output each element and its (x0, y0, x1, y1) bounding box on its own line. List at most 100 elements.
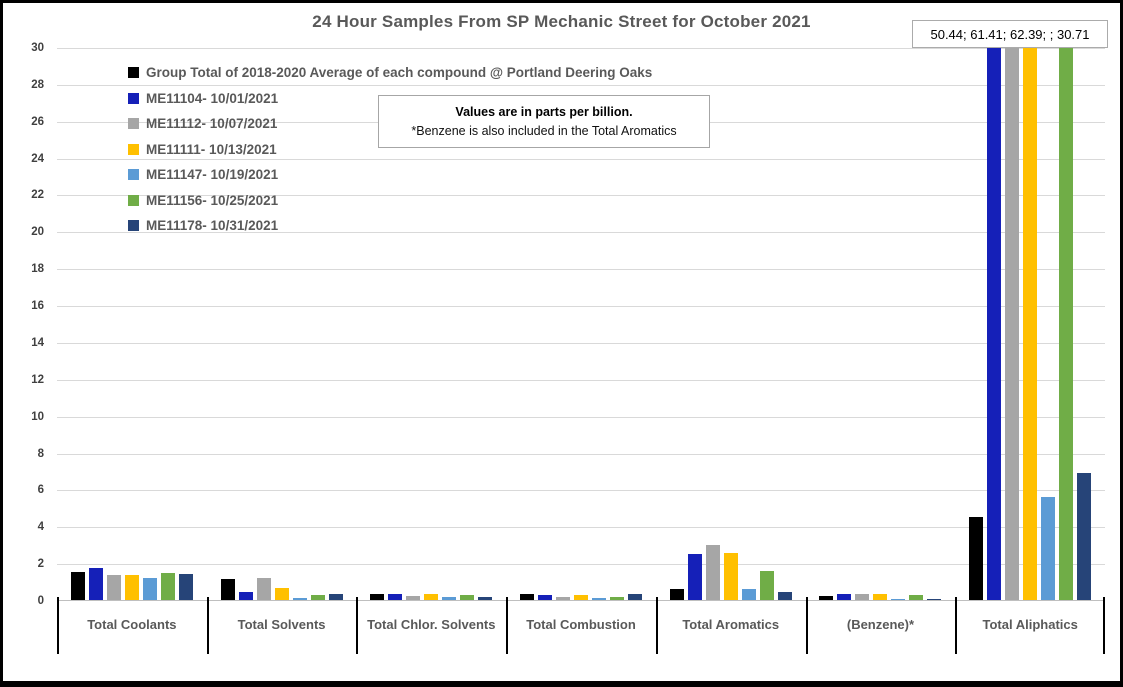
y-tick-label: 22 (31, 189, 44, 202)
legend-swatch-icon (128, 67, 139, 79)
bar-group (506, 48, 656, 600)
gridline (57, 269, 1105, 271)
bar (855, 593, 870, 600)
note-line-2: *Benzene is also included in the Total A… (411, 123, 677, 138)
gridline (57, 564, 1105, 566)
bar (388, 594, 403, 600)
x-axis-category-label: Total Coolants (87, 617, 177, 632)
legend-label: ME11112- 10/07/2021 (146, 116, 278, 132)
bar (628, 593, 643, 600)
bar (220, 578, 235, 600)
bar (424, 594, 439, 600)
bar (669, 588, 684, 600)
legend-item: ME11104- 10/01/2021 (128, 86, 652, 112)
legend-swatch-icon (128, 220, 139, 232)
legend-item: Group Total of 2018-2020 Average of each… (128, 60, 652, 86)
bar (969, 517, 984, 600)
legend-label: ME11104- 10/01/2021 (146, 90, 279, 106)
y-tick-label: 16 (31, 300, 44, 313)
bar (478, 596, 493, 600)
legend-label: ME11156- 10/25/2021 (146, 192, 279, 208)
y-tick-label: 10 (31, 410, 44, 423)
bar (741, 588, 756, 600)
bar (759, 570, 774, 600)
category-divider (806, 597, 808, 654)
bar (556, 597, 571, 600)
bar (328, 594, 343, 600)
legend-swatch-icon (128, 118, 139, 130)
bar (705, 544, 720, 600)
bar (837, 594, 852, 600)
legend-item: ME11112- 10/07/2021 (128, 111, 652, 137)
legend-item: ME11156- 10/25/2021 (128, 188, 652, 214)
bar (160, 573, 175, 600)
bar (70, 572, 85, 600)
category-divider (356, 597, 358, 654)
plot-area: Group Total of 2018-2020 Average of each… (57, 47, 1105, 601)
y-tick-label: 14 (31, 336, 44, 349)
bar (987, 47, 1002, 600)
bar (1041, 496, 1056, 600)
y-tick-label: 12 (31, 373, 44, 386)
gridline (57, 490, 1105, 492)
y-tick-label: 28 (31, 78, 44, 91)
bar (274, 588, 289, 600)
legend-swatch-icon (128, 92, 139, 104)
gridline (57, 232, 1105, 234)
bar (909, 595, 924, 600)
legend-label: ME11111- 10/13/2021 (146, 141, 277, 157)
legend-swatch-icon (128, 143, 139, 155)
bar-group (356, 48, 506, 600)
overflow-values-label: 50.44; 61.41; 62.39; ; 30.71 (912, 20, 1108, 48)
legend-item: ME11147- 10/19/2021 (128, 162, 652, 188)
legend-label: ME11147- 10/19/2021 (146, 167, 279, 183)
bar-group (806, 48, 956, 600)
gridline (57, 195, 1105, 197)
gridline (57, 379, 1105, 381)
y-tick-label: 8 (37, 447, 44, 460)
bar (292, 598, 307, 600)
bar (891, 599, 906, 600)
bar (610, 597, 625, 600)
gridline (57, 48, 1105, 49)
y-tick-label: 6 (37, 484, 44, 497)
legend: Group Total of 2018-2020 Average of each… (128, 60, 652, 239)
y-tick-label: 26 (31, 115, 44, 128)
bar (88, 567, 103, 600)
category-divider (57, 597, 59, 654)
bar (442, 597, 457, 600)
bar-group (955, 47, 1105, 600)
bar-group (656, 48, 806, 600)
y-tick-label: 18 (31, 263, 44, 276)
bar (370, 593, 385, 600)
bar-groups (57, 47, 1105, 600)
y-tick-label: 4 (37, 521, 44, 534)
bar (106, 575, 121, 600)
bar (927, 598, 942, 600)
bar (406, 596, 421, 600)
bar (460, 594, 475, 600)
x-axis: Total Coolants Total Solvents Total Chlor.… (57, 597, 1105, 659)
legend-label: Group Total of 2018-2020 Average of each… (146, 65, 653, 81)
y-axis-labels: 0 2 4 6 8 10 12 14 16 18 20 22 24 26 28 30 (3, 42, 46, 607)
gridline (57, 453, 1105, 455)
note-line-1: Values are in parts per billion. (455, 105, 633, 120)
bar (538, 595, 553, 600)
bar (142, 577, 157, 600)
category-divider (656, 597, 658, 654)
bar-group (57, 48, 207, 600)
bar (256, 577, 271, 600)
category-divider (955, 597, 957, 654)
bar (574, 595, 589, 600)
bar (520, 594, 535, 600)
gridline (57, 342, 1105, 344)
bar (723, 553, 738, 600)
gridline (57, 306, 1105, 308)
note-box: Values are in parts per billion. *Benzen… (378, 95, 710, 148)
gridline (57, 84, 1105, 86)
category-divider (1103, 597, 1105, 654)
y-tick-label: 20 (31, 226, 44, 239)
bar (1077, 472, 1092, 600)
x-axis-category-label: Total Solvents (237, 617, 326, 632)
